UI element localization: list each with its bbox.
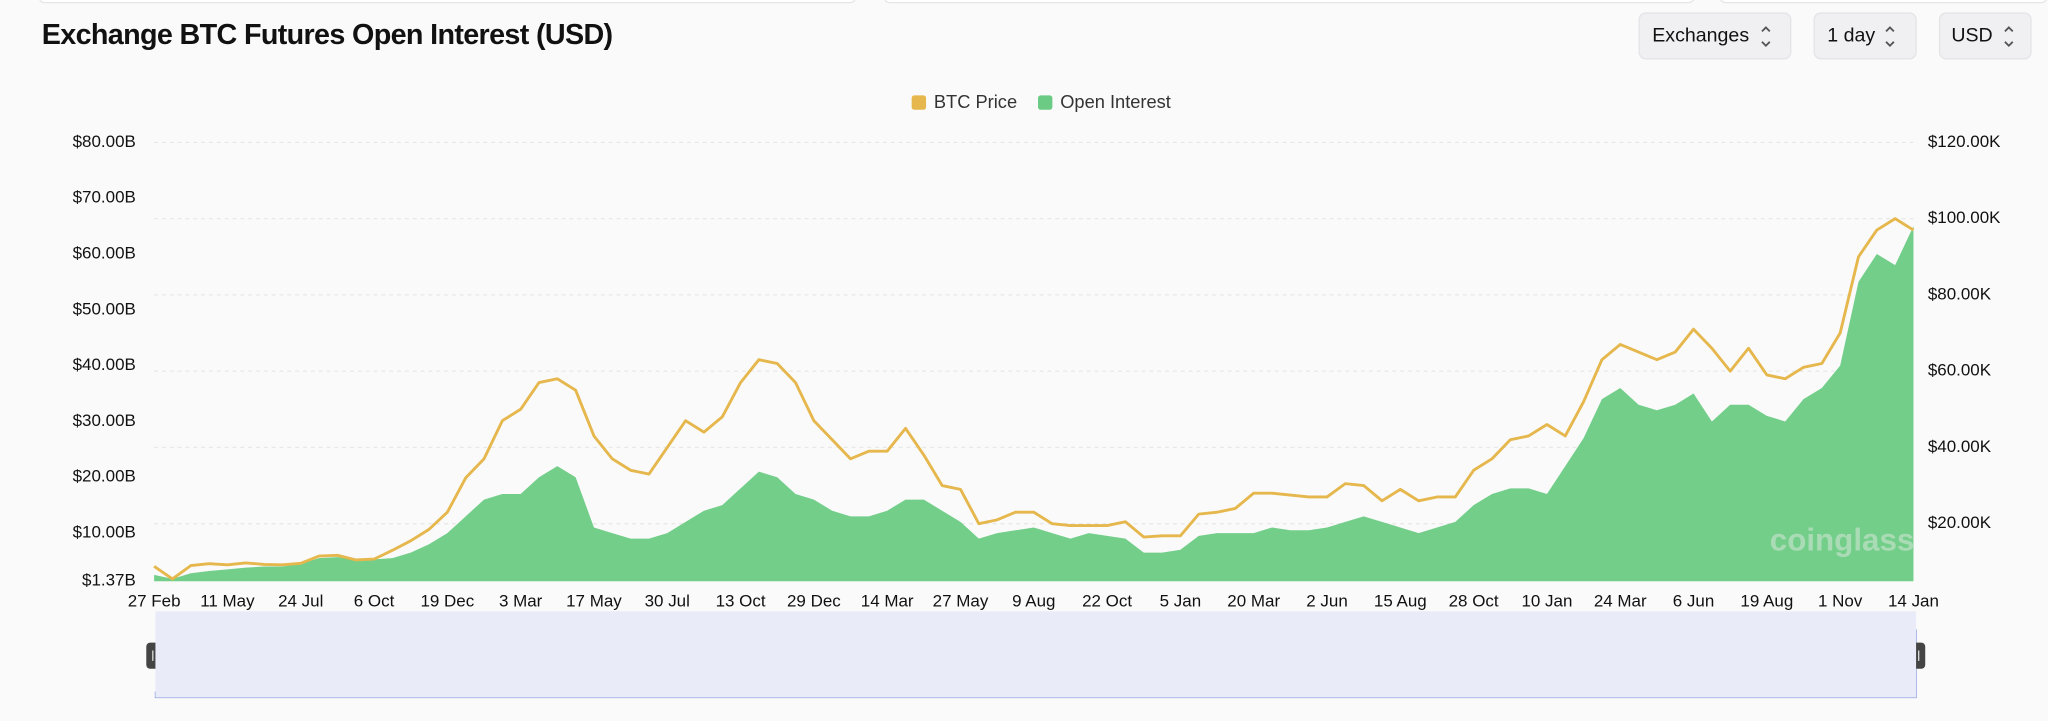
legend-label: Open Interest xyxy=(1060,91,1171,112)
y2-tick-label: $20.00K xyxy=(1928,513,1992,532)
top-box xyxy=(884,0,1695,4)
top-box xyxy=(1720,0,2047,4)
x-tick-label: 19 Dec xyxy=(420,592,474,611)
x-tick-label: 27 May xyxy=(933,592,989,611)
watermark: coinglass xyxy=(1770,522,1915,557)
x-tick-label: 13 Oct xyxy=(716,592,766,611)
y-tick-label: $40.00B xyxy=(73,355,136,374)
x-tick-label: 19 Aug xyxy=(1740,592,1793,611)
legend-swatch xyxy=(1038,95,1053,110)
y-tick-label: $80.00B xyxy=(73,132,136,151)
y2-tick-label: $100.00K xyxy=(1928,208,2001,227)
top-box xyxy=(39,0,856,4)
x-tick-label: 24 Jul xyxy=(278,592,323,611)
x-tick-label: 9 Aug xyxy=(1012,592,1055,611)
x-tick-label: 5 Jan xyxy=(1160,592,1202,611)
x-tick-label: 2 Jun xyxy=(1306,592,1348,611)
control[interactable]: 1 day xyxy=(1813,12,1917,60)
y-tick-label: $70.00B xyxy=(73,188,136,207)
y-tick-label: $20.00B xyxy=(73,467,136,486)
x-tick-label: 20 Mar xyxy=(1227,592,1280,611)
y-tick-label: $10.00B xyxy=(73,523,136,542)
y2-tick-label: $120.00K xyxy=(1928,132,2001,151)
x-tick-label: 15 Aug xyxy=(1374,592,1427,611)
chart-title: Exchange BTC Futures Open Interest (USD) xyxy=(42,19,613,51)
x-tick-label: 22 Oct xyxy=(1082,592,1132,611)
x-tick-label: 30 Jul xyxy=(645,592,690,611)
x-tick-label: 3 Mar xyxy=(499,592,543,611)
y-tick-label: $1.37B xyxy=(82,571,136,590)
area xyxy=(154,226,1914,582)
y-tick-label: $30.00B xyxy=(73,411,136,430)
x-tick-label: 10 Jan xyxy=(1521,592,1572,611)
line xyxy=(153,217,1915,581)
x-tick-label: 6 Jun xyxy=(1673,592,1715,611)
y2-tick-label: $80.00K xyxy=(1928,284,1992,303)
navigator xyxy=(155,611,1917,698)
x-tick-label: 28 Oct xyxy=(1449,592,1499,611)
control-label[interactable]: 1 day xyxy=(1827,25,1875,47)
x-tick-label: 27 Feb xyxy=(128,592,181,611)
x-tick-label: 14 Jan xyxy=(1888,592,1939,611)
y-tick-label: $60.00B xyxy=(73,243,136,262)
x-tick-label: 14 Mar xyxy=(861,592,914,611)
legend-swatch xyxy=(911,95,927,110)
legend-label: BTC Price xyxy=(934,91,1017,112)
control[interactable]: Exchanges xyxy=(1638,12,1792,60)
y-tick-label: $50.00B xyxy=(73,299,136,318)
control-label[interactable]: USD xyxy=(1951,25,1992,47)
control[interactable]: USD xyxy=(1938,12,2032,60)
control-label[interactable]: Exchanges xyxy=(1652,25,1749,47)
x-tick-label: 17 May xyxy=(566,592,622,611)
x-tick-label: 11 May xyxy=(200,592,255,611)
y2-tick-label: $60.00K xyxy=(1928,361,1992,380)
x-tick-label: 1 Nov xyxy=(1818,592,1863,611)
x-tick-label: 6 Oct xyxy=(354,592,395,611)
x-tick-label: 29 Dec xyxy=(787,592,841,611)
y2-tick-label: $40.00K xyxy=(1928,437,1992,456)
x-tick-label: 24 Mar xyxy=(1594,592,1647,611)
